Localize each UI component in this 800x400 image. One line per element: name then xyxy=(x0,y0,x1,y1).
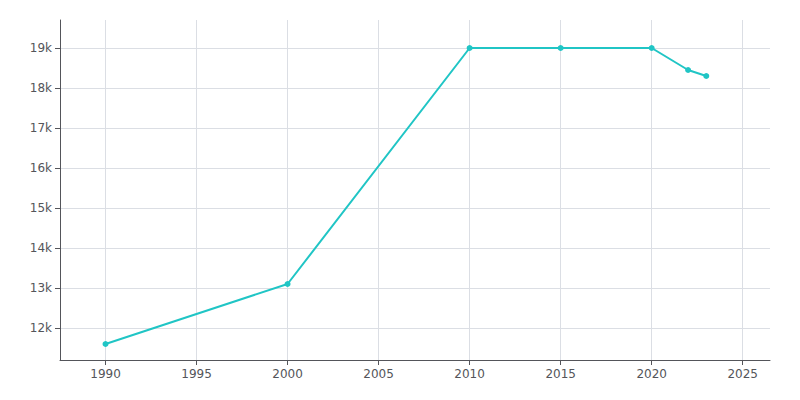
svg-text:2000: 2000 xyxy=(272,367,303,381)
svg-text:16k: 16k xyxy=(30,161,52,175)
svg-text:13k: 13k xyxy=(30,281,52,295)
svg-text:14k: 14k xyxy=(30,241,52,255)
svg-text:2005: 2005 xyxy=(363,367,394,381)
svg-text:18k: 18k xyxy=(30,81,52,95)
svg-text:1990: 1990 xyxy=(90,367,121,381)
svg-text:1995: 1995 xyxy=(181,367,212,381)
svg-text:19k: 19k xyxy=(30,41,52,55)
svg-text:2015: 2015 xyxy=(545,367,576,381)
svg-text:2010: 2010 xyxy=(454,367,485,381)
svg-text:17k: 17k xyxy=(30,121,52,135)
svg-text:2025: 2025 xyxy=(727,367,758,381)
svg-text:2020: 2020 xyxy=(636,367,667,381)
svg-text:12k: 12k xyxy=(30,321,52,335)
svg-text:15k: 15k xyxy=(30,201,52,215)
